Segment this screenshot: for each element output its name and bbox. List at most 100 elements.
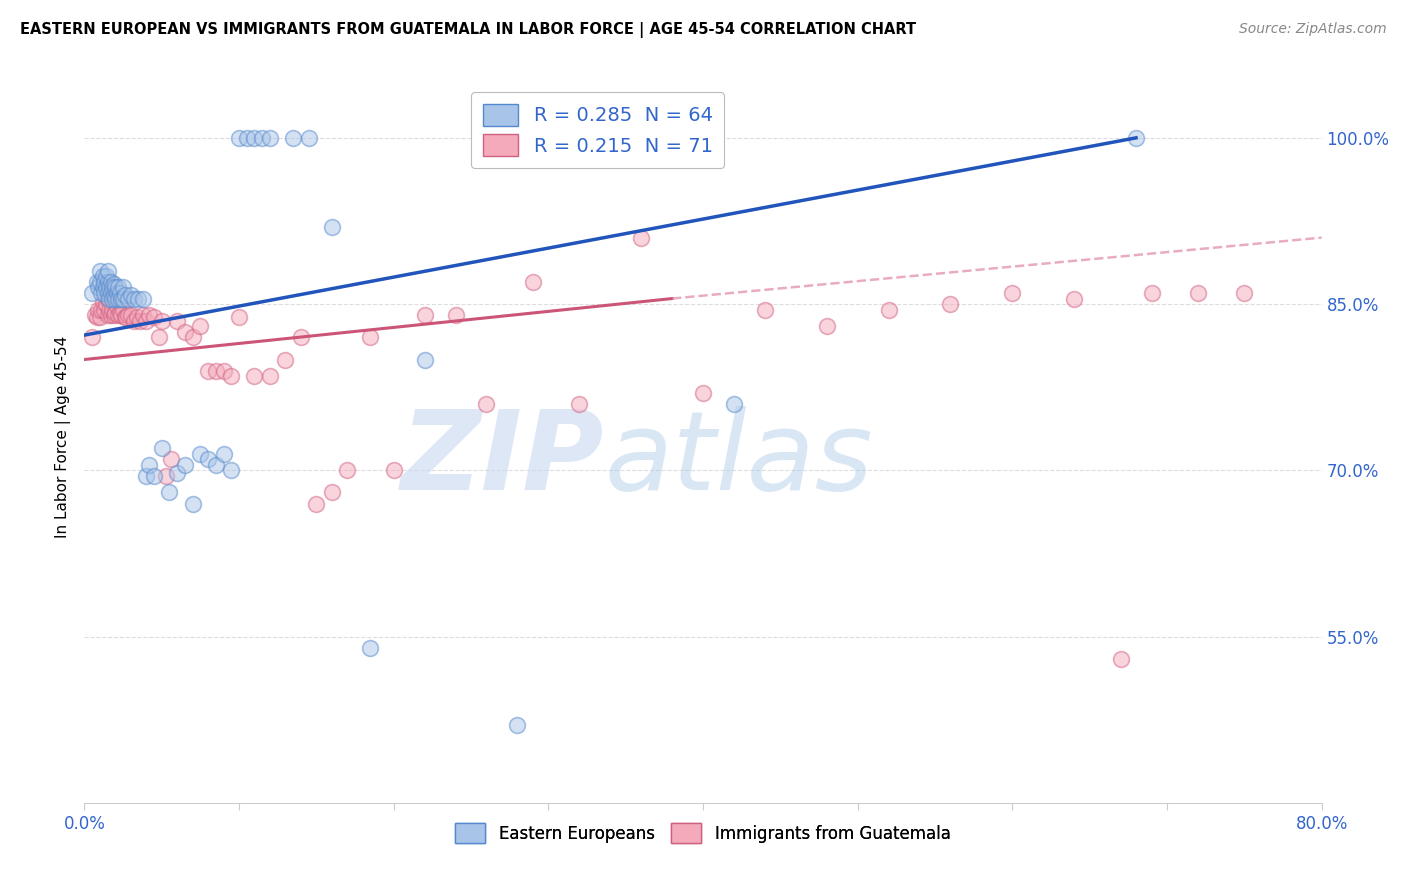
Point <box>135 314 157 328</box>
Point <box>382 463 405 477</box>
Point <box>219 463 242 477</box>
Point <box>112 302 135 317</box>
Point <box>138 458 160 472</box>
Point <box>93 275 115 289</box>
Point <box>127 292 149 306</box>
Point <box>250 131 273 145</box>
Point <box>150 441 173 455</box>
Point <box>91 280 114 294</box>
Text: Source: ZipAtlas.com: Source: ZipAtlas.com <box>1239 22 1386 37</box>
Point <box>107 308 129 322</box>
Point <box>336 463 359 477</box>
Point <box>1233 285 1256 300</box>
Point <box>197 452 219 467</box>
Point <box>105 285 128 300</box>
Point <box>360 330 382 344</box>
Point <box>159 485 180 500</box>
Point <box>101 280 124 294</box>
Point <box>259 131 281 145</box>
Point <box>568 397 591 411</box>
Point <box>188 319 211 334</box>
Point <box>754 302 776 317</box>
Point <box>105 299 128 313</box>
Point <box>444 308 467 322</box>
Text: EASTERN EUROPEAN VS IMMIGRANTS FROM GUATEMALA IN LABOR FORCE | AGE 45-54 CORRELA: EASTERN EUROPEAN VS IMMIGRANTS FROM GUAT… <box>20 22 915 38</box>
Point <box>86 275 108 289</box>
Point <box>104 306 127 320</box>
Point <box>205 458 228 472</box>
Point <box>877 302 900 317</box>
Point <box>1001 285 1024 300</box>
Point <box>475 397 498 411</box>
Point <box>155 468 177 483</box>
Point <box>89 310 111 325</box>
Point <box>129 314 152 328</box>
Point <box>259 369 281 384</box>
Point <box>939 297 962 311</box>
Point <box>160 452 183 467</box>
Point <box>96 264 118 278</box>
Point <box>321 485 343 500</box>
Point <box>94 269 117 284</box>
Point <box>122 314 145 328</box>
Point <box>108 285 131 300</box>
Point <box>148 330 170 344</box>
Point <box>305 497 328 511</box>
Point <box>506 718 529 732</box>
Legend: Eastern Europeans, Immigrants from Guatemala: Eastern Europeans, Immigrants from Guate… <box>449 817 957 849</box>
Point <box>87 280 110 294</box>
Point <box>243 131 266 145</box>
Text: ZIP: ZIP <box>401 406 605 513</box>
Point <box>174 458 197 472</box>
Point <box>692 385 714 400</box>
Point <box>150 314 173 328</box>
Point <box>115 310 138 325</box>
Point <box>98 280 121 294</box>
Point <box>143 468 166 483</box>
Point <box>522 275 544 289</box>
Point <box>89 264 111 278</box>
Point <box>1063 292 1085 306</box>
Text: atlas: atlas <box>605 406 873 513</box>
Point <box>100 308 122 322</box>
Point <box>815 319 838 334</box>
Point <box>103 288 125 302</box>
Point <box>188 447 211 461</box>
Point <box>117 308 139 322</box>
Point <box>101 292 124 306</box>
Point <box>281 131 305 145</box>
Point <box>143 310 166 325</box>
Point <box>90 285 112 300</box>
Point <box>138 308 160 322</box>
Point <box>120 308 142 322</box>
Point <box>93 285 115 300</box>
Point <box>228 131 250 145</box>
Point <box>101 302 124 317</box>
Point <box>94 297 117 311</box>
Point <box>243 369 266 384</box>
Point <box>107 280 129 294</box>
Point <box>96 308 118 322</box>
Point <box>86 310 108 325</box>
Point <box>104 280 127 294</box>
Point <box>114 288 136 302</box>
Point <box>93 302 115 317</box>
Point <box>132 308 155 322</box>
Point <box>100 285 122 300</box>
Point <box>174 325 197 339</box>
Point <box>235 131 259 145</box>
Point <box>413 352 436 367</box>
Point <box>96 285 118 300</box>
Point <box>166 314 188 328</box>
Point <box>120 288 142 302</box>
Point <box>91 294 114 309</box>
Point <box>135 468 157 483</box>
Point <box>630 230 652 244</box>
Point <box>84 308 107 322</box>
Point <box>166 466 188 480</box>
Point <box>290 330 312 344</box>
Point <box>219 369 242 384</box>
Point <box>82 330 104 344</box>
Point <box>103 308 125 322</box>
Point <box>94 280 117 294</box>
